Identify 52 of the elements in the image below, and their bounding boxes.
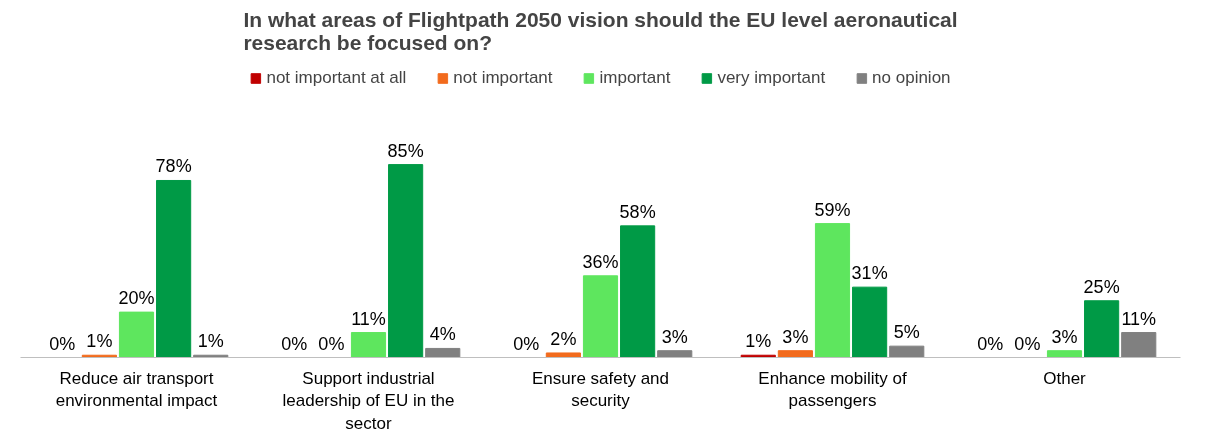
legend-label: not important at all [266, 68, 407, 88]
data-label: 2% [550, 328, 577, 349]
bar [1046, 350, 1083, 358]
bar [814, 223, 851, 358]
bar [156, 179, 192, 358]
x-tick-label: Other [1043, 368, 1087, 388]
legend-label: no opinion [872, 68, 951, 88]
data-label: 78% [155, 156, 192, 177]
bar [425, 347, 461, 358]
bar [777, 350, 813, 358]
data-label: 59% [814, 199, 851, 220]
bar [1121, 332, 1157, 358]
bar [388, 164, 424, 358]
data-label: 3% [782, 326, 809, 347]
data-label: 31% [851, 263, 888, 284]
bar [620, 225, 656, 358]
chart-title: In what areas of Flightpath 2050 vision should the EU level aeronautical research be focused on? [243, 7, 958, 54]
bar [1084, 300, 1120, 358]
x-tick-label: Enhance mobility of passengers [758, 368, 907, 411]
data-label: 1% [197, 331, 224, 352]
bar [582, 275, 619, 358]
data-label: 3% [661, 326, 688, 347]
data-label: 85% [387, 140, 424, 161]
legend-label: not important [453, 68, 553, 88]
data-label: 1% [745, 331, 772, 352]
data-label: 11% [351, 308, 386, 329]
x-tick-label: Reduce air transport environmental impact [55, 368, 218, 411]
data-label: 5% [893, 322, 920, 343]
data-label: 36% [582, 251, 619, 272]
data-label: 58% [619, 201, 656, 222]
data-label: 25% [1083, 276, 1120, 297]
data-label: 20% [118, 288, 155, 309]
bar [350, 332, 387, 358]
legend-label: very important [717, 68, 826, 88]
bar [118, 311, 155, 358]
bar [852, 286, 888, 358]
bar [657, 350, 693, 358]
x-tick-label: Support industrial leadership of EU in the sector [282, 368, 455, 434]
data-label: 0% [1014, 333, 1041, 354]
data-label: 0% [318, 333, 345, 354]
data-label: 11% [1121, 308, 1157, 329]
x-tick-label: Ensure safety and security [531, 368, 670, 411]
data-label: 1% [86, 331, 113, 352]
data-label: 3% [1051, 326, 1078, 347]
legend-label: important [599, 68, 671, 88]
data-label: 0% [513, 333, 540, 354]
bar [545, 352, 581, 358]
data-label: 0% [281, 333, 308, 354]
data-label: 0% [977, 333, 1004, 354]
bar [889, 345, 925, 358]
data-label: 0% [49, 333, 76, 354]
data-label: 4% [429, 324, 456, 345]
